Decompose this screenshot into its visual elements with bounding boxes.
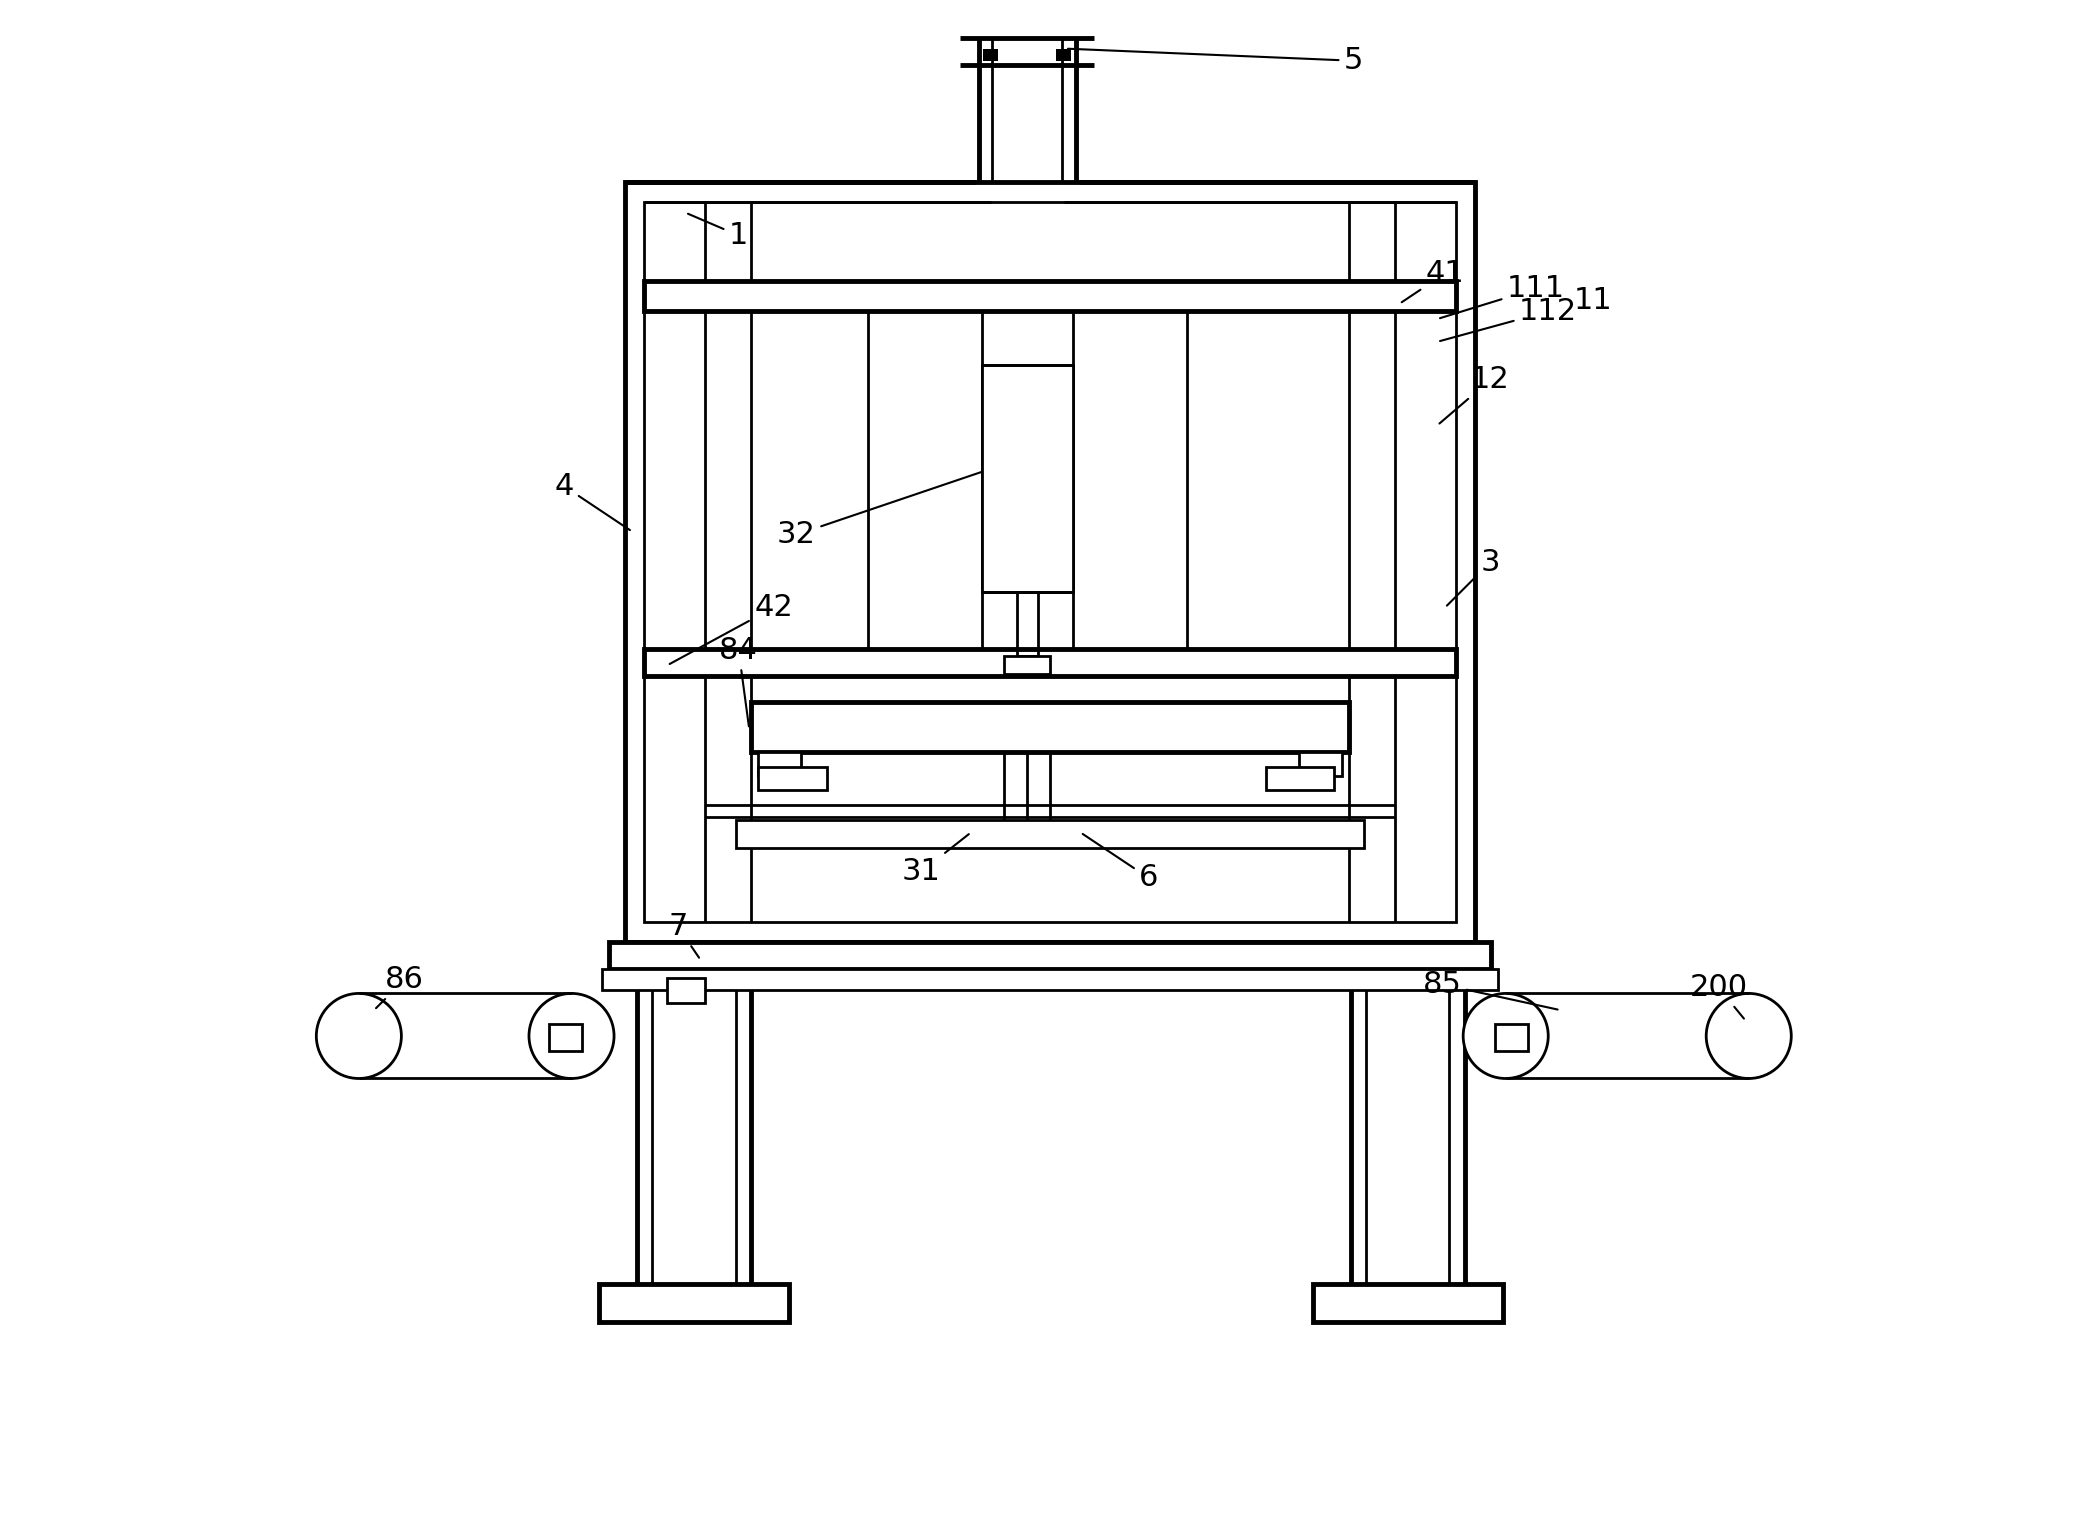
Text: 11: 11 — [1575, 286, 1613, 316]
Bar — [981, 365, 1073, 592]
Bar — [598, 1284, 790, 1322]
Bar — [603, 969, 1497, 990]
Text: 86: 86 — [376, 965, 424, 1009]
Bar — [668, 978, 706, 1003]
Circle shape — [529, 993, 613, 1078]
Text: 31: 31 — [901, 834, 968, 887]
Text: 7: 7 — [668, 911, 699, 957]
Bar — [983, 49, 998, 61]
Text: 1: 1 — [689, 214, 748, 251]
Bar — [735, 820, 1365, 848]
Text: 85: 85 — [1422, 969, 1558, 1010]
Bar — [624, 182, 1476, 942]
Bar — [609, 942, 1491, 969]
Text: 41: 41 — [1401, 258, 1464, 302]
Text: 3: 3 — [1447, 547, 1499, 606]
Bar — [758, 752, 800, 776]
Bar — [1312, 1284, 1504, 1322]
Bar — [1266, 767, 1334, 790]
Circle shape — [1464, 993, 1548, 1078]
Text: 12: 12 — [1438, 365, 1510, 424]
Bar — [1004, 656, 1050, 674]
Text: 6: 6 — [1084, 834, 1159, 893]
Bar — [1495, 1024, 1529, 1051]
Circle shape — [1705, 993, 1791, 1078]
Text: 200: 200 — [1688, 972, 1747, 1019]
Bar — [758, 767, 827, 790]
Bar — [645, 649, 1455, 676]
Circle shape — [317, 993, 401, 1078]
Text: 42: 42 — [670, 592, 794, 664]
Text: 4: 4 — [554, 471, 630, 530]
Bar — [645, 202, 1455, 922]
Bar — [752, 702, 1348, 752]
Bar — [548, 1024, 582, 1051]
Text: 112: 112 — [1441, 296, 1577, 342]
Text: 111: 111 — [1441, 273, 1564, 317]
Text: 5: 5 — [1069, 46, 1363, 76]
Bar — [1300, 752, 1342, 776]
Text: 32: 32 — [777, 472, 983, 550]
Bar — [1056, 49, 1071, 61]
Text: 84: 84 — [718, 635, 758, 726]
Bar — [645, 281, 1455, 311]
